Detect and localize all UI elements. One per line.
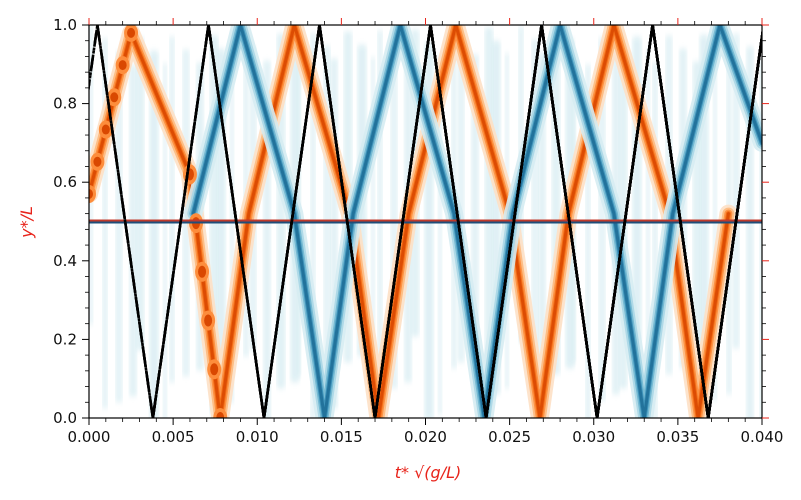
- axis-ticks: [82, 18, 769, 425]
- background-streak: [169, 36, 175, 383]
- x-tick-label: 0.005: [152, 428, 195, 446]
- x-axis-label-text: t* √(g/L): [395, 463, 462, 482]
- x-tick-label: 0.030: [572, 428, 615, 446]
- y-tick-label: 0.0: [53, 409, 77, 427]
- interface-line: [89, 219, 762, 224]
- background-streak: [149, 50, 159, 418]
- y-tick-label: 1.0: [53, 16, 77, 34]
- background-streak: [733, 33, 739, 349]
- droplet-blob-core: [127, 27, 136, 38]
- y-axis-label-text: y*/L: [17, 206, 36, 239]
- x-tick-label: 0.000: [68, 428, 111, 446]
- characteristic-lines: [89, 25, 762, 418]
- droplet-blob-core: [118, 60, 127, 71]
- x-axis-tick-labels: 0.000 0.005 0.010 0.015 0.020 0.025 0.030 0.035…: [68, 428, 784, 446]
- wave-band-negative-level-4: [191, 25, 762, 418]
- x-tick-label: 0.040: [741, 428, 784, 446]
- droplet-blob-core: [216, 412, 225, 418]
- y-axis-tick-labels: 0.0 0.2 0.4 0.6 0.8 1.0: [53, 16, 77, 427]
- background-streak: [129, 64, 137, 397]
- droplet-blob-core: [101, 124, 110, 135]
- wave-band-positive-level-4: [89, 25, 730, 418]
- droplet-blob-core: [210, 363, 219, 376]
- background-streak: [136, 37, 144, 351]
- background-streak: [599, 37, 605, 401]
- y-tick-label: 0.4: [53, 252, 77, 270]
- droplet-blob-core: [204, 314, 213, 327]
- x-tick-label: 0.020: [404, 428, 447, 446]
- y-tick-label: 0.6: [53, 173, 77, 191]
- x-axis-label: t* √(g/L): [395, 463, 462, 482]
- x-tick-label: 0.025: [488, 428, 531, 446]
- droplet-blobs: [89, 25, 228, 418]
- background-streak: [774, 32, 783, 381]
- droplet-blob-core: [198, 265, 207, 278]
- plot-area: [89, 25, 783, 418]
- droplet-blob-core: [110, 92, 119, 103]
- droplet-blob-core: [93, 156, 102, 167]
- x-tick-label: 0.010: [236, 428, 279, 446]
- x-tick-label: 0.035: [656, 428, 699, 446]
- droplet-blob-core: [89, 188, 93, 199]
- background-streak: [116, 51, 122, 403]
- y-axis-label: y*/L: [17, 206, 36, 239]
- wave-bands: [89, 25, 762, 418]
- y-tick-label: 0.8: [53, 95, 77, 113]
- x-tick-label: 0.015: [320, 428, 363, 446]
- y-tick-label: 0.2: [53, 330, 77, 348]
